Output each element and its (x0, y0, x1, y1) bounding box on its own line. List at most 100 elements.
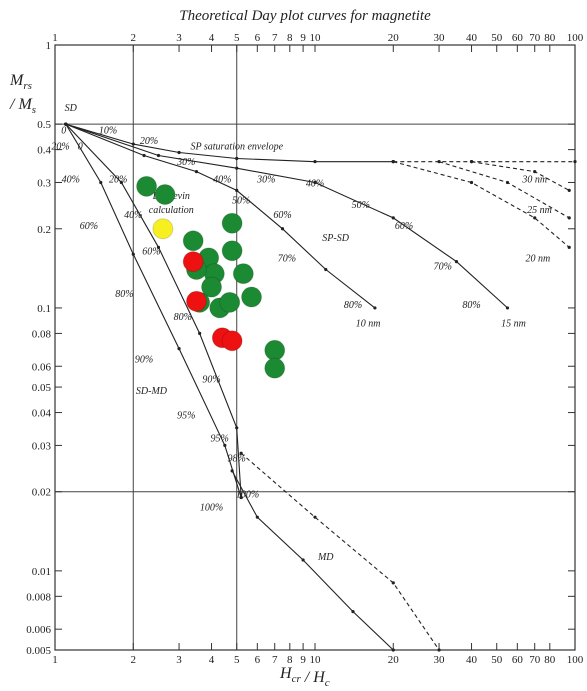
curve-marker (239, 451, 243, 455)
y-tick-label: 0.1 (37, 303, 51, 315)
curve-marker (454, 260, 459, 264)
curve-annotation: 10% (99, 126, 117, 137)
x-tick-label-bottom: 60 (512, 654, 524, 666)
curve-marker (119, 180, 123, 185)
curve-annotation: 80% (174, 312, 192, 323)
x-tick-label-bottom: 4 (209, 654, 215, 666)
sample-point (264, 339, 286, 361)
sample-point (136, 175, 158, 197)
curve-marker (373, 306, 377, 310)
curve-marker (313, 180, 317, 185)
curve-marker (235, 426, 239, 430)
curve-annotation: 60% (80, 221, 98, 232)
curve-annotation: 95% (177, 410, 195, 421)
y-axis-label: Mrs / Ms (9, 72, 36, 116)
curve-marker (177, 347, 181, 351)
curve-marker (198, 331, 202, 336)
x-tick-label-bottom: 10 (310, 654, 322, 666)
y-tick-label: 0.06 (32, 361, 52, 373)
chart-title: Theoretical Day plot curves for magnetit… (179, 8, 431, 24)
curve-annotation: 40% (306, 178, 324, 189)
curve-annotation: 60% (273, 210, 291, 221)
curve-annotation: 20% (140, 136, 158, 147)
curve-marker (391, 581, 395, 585)
y-axis-label-text: Mrs / Ms (9, 72, 36, 116)
x-tick-label-top: 70 (529, 32, 541, 44)
y-tick-label: 0.3 (37, 177, 51, 189)
curve-annotation: 40% (62, 174, 80, 185)
curve-annotation: calculation (149, 205, 194, 216)
y-tick-label: 0.08 (32, 328, 52, 340)
curve-marker (437, 160, 441, 164)
curve-annotation: 80% (462, 300, 480, 311)
reference-lines (55, 45, 575, 650)
y-tick-label: 1 (46, 40, 52, 52)
curve-marker (131, 252, 135, 256)
curve-marker (223, 443, 227, 448)
curve-annotation: 80% (344, 300, 362, 311)
y-tick-label: 0.5 (37, 119, 51, 131)
x-tick-label-bottom: 70 (529, 654, 541, 666)
curve-annotation: 80% (115, 289, 133, 300)
x-tick-label-top: 4 (209, 32, 215, 44)
curve-annotation: 30% (256, 174, 275, 185)
x-tick-label-top: 10 (310, 32, 322, 44)
theory-curve (393, 161, 570, 248)
curve-annotation: 70% (434, 262, 452, 273)
curve-annotation: 60% (395, 221, 413, 232)
curve-annotation: 25 nm (527, 205, 552, 216)
x-tick-label-bottom: 40 (466, 654, 478, 666)
curve-marker (567, 216, 571, 220)
x-tick-label-bottom: 80 (544, 654, 556, 666)
sample-point (219, 291, 241, 313)
sample-points (136, 175, 286, 379)
x-axis-label: Hcr / Hc (279, 665, 330, 689)
x-tick-label-top: 8 (287, 32, 293, 44)
curve-annotation: 60% (142, 246, 160, 257)
x-tick-label-bottom: 100 (567, 654, 584, 666)
x-tick-label-bottom: 3 (176, 654, 182, 666)
curve-marker (533, 169, 537, 174)
curve-annotation: SP saturation envelope (190, 142, 283, 153)
x-axis-label-text: Hcr / Hc (279, 665, 330, 686)
curve-marker (533, 216, 537, 220)
x-tick-label-bottom: 30 (434, 654, 446, 666)
sample-point (182, 251, 204, 273)
sample-point (201, 276, 223, 298)
curve-annotation: SP-SD (322, 233, 349, 244)
y-tick-label: 0.008 (26, 591, 51, 603)
theory-curves (64, 122, 577, 652)
x-tick-label-top: 50 (491, 32, 503, 44)
x-tick-label-top: 20 (388, 32, 400, 44)
x-tick-label-bottom: 9 (300, 654, 306, 666)
curve-marker (194, 169, 199, 174)
curve-annotation: 15 nm (501, 318, 526, 329)
curve-annotation: 90% (135, 355, 153, 366)
theory-curve (65, 123, 242, 498)
x-tick-label-top: 5 (234, 32, 240, 44)
y-tick-label: 0.03 (32, 440, 52, 452)
theory-curve (65, 123, 242, 498)
curve-marker (313, 160, 317, 164)
y-tick-label: 0.01 (32, 566, 51, 578)
x-tick-label-top: 80 (544, 32, 556, 44)
x-tick-label-bottom: 2 (131, 654, 137, 666)
curve-annotation: 0 (78, 142, 83, 153)
curve-marker (64, 122, 68, 126)
curve-marker (505, 306, 510, 310)
curve-annotation: 40% (124, 210, 142, 221)
x-tick-label-bottom: 1 (52, 654, 58, 666)
y-tick-label: 0.02 (32, 487, 51, 499)
curve-marker (313, 515, 317, 519)
sample-point (232, 263, 254, 285)
curve-marker (573, 160, 577, 164)
curve-marker (235, 156, 239, 161)
curve-annotation: 30 nm (521, 174, 547, 185)
curve-annotation: MD (317, 552, 334, 563)
sample-point (221, 212, 243, 234)
x-tick-label-top: 60 (512, 32, 524, 44)
curve-annotation: 95% (211, 434, 229, 445)
